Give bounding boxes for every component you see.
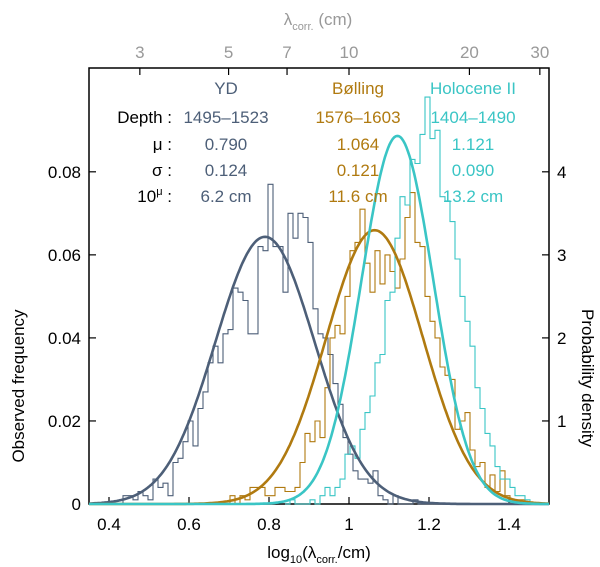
- stats-header-holocene: Holocene II: [430, 79, 516, 98]
- bolling-depth: 1576–1603: [315, 108, 400, 127]
- top-tick-label: 3: [135, 43, 144, 62]
- histogram-yd: [93, 183, 433, 505]
- right-y-tick-label: 2: [557, 329, 566, 348]
- stats-header-yd: YD: [214, 79, 238, 98]
- x-tick-label: 1.2: [417, 515, 441, 534]
- bolling-sigma: 0.121: [337, 161, 380, 180]
- row-label-ten-mu: 10μ :: [137, 186, 172, 206]
- left-y-tick-label: 0.06: [48, 246, 81, 265]
- normal-fit-curves: [89, 134, 550, 506]
- top-tick-label: 7: [282, 43, 291, 62]
- yd-ten-mu: 6.2 cm: [200, 187, 251, 206]
- x-tick-label: 1: [344, 515, 353, 534]
- left-y-tick-label: 0.08: [48, 163, 81, 182]
- left-y-tick-label: 0.02: [48, 412, 81, 431]
- top-tick-label: 20: [460, 43, 479, 62]
- top-tick-label: 30: [530, 43, 549, 62]
- left-y-tick-label: 0: [72, 495, 81, 514]
- top-tick-label: 10: [340, 43, 359, 62]
- x-axis-ticks: 0.4 0.6 0.8 1 1.2 1.4: [97, 497, 521, 534]
- holocene-depth: 1404–1490: [430, 108, 515, 127]
- holocene-sigma: 0.090: [452, 161, 495, 180]
- holocene-mu: 1.121: [452, 135, 495, 154]
- top-tick-label: 5: [224, 43, 233, 62]
- fit-curve-holocene-ii: [89, 134, 549, 506]
- right-y-tick-label: 3: [557, 246, 566, 265]
- top-axis-label: λcorr. (cm): [284, 10, 353, 33]
- x-tick-label: 0.4: [97, 515, 121, 534]
- stats-header-bolling: Bølling: [332, 79, 384, 98]
- row-label-depth: Depth :: [117, 108, 172, 127]
- holocene-ten-mu: 13.2 cm: [443, 187, 503, 206]
- right-y-tick-label: 1: [557, 412, 566, 431]
- yd-mu: 0.790: [205, 135, 248, 154]
- right-y-axis-ticks: 1 2 3 4: [542, 163, 566, 431]
- histogram-holocene-ii: [285, 96, 535, 505]
- bolling-mu: 1.064: [337, 135, 380, 154]
- left-y-axis-label: Observed frequency: [9, 309, 28, 463]
- plot-frame: [88, 67, 550, 505]
- x-axis-label: log10(λcorr./cm): [267, 543, 371, 566]
- fit-curve-yd: [89, 235, 549, 506]
- top-axis-ticks: 3 5 7 10 20 30: [135, 43, 549, 75]
- row-label-mu: μ :: [153, 135, 172, 154]
- left-y-tick-label: 0.04: [48, 329, 81, 348]
- x-tick-label: 0.6: [177, 515, 201, 534]
- yd-sigma: 0.124: [205, 161, 248, 180]
- right-y-tick-label: 4: [557, 163, 566, 182]
- histogram-b-lling: [225, 192, 530, 505]
- histograms: [93, 96, 535, 505]
- bolling-ten-mu: 11.6 cm: [328, 187, 387, 206]
- stats-table: YD Bølling Holocene II Depth : μ : σ : 1…: [117, 79, 516, 206]
- x-tick-label: 0.8: [257, 515, 281, 534]
- x-tick-label: 1.4: [497, 515, 521, 534]
- right-y-axis-label: Probability density: [578, 309, 597, 447]
- yd-depth: 1495–1523: [183, 108, 268, 127]
- row-label-sigma: σ :: [152, 161, 172, 180]
